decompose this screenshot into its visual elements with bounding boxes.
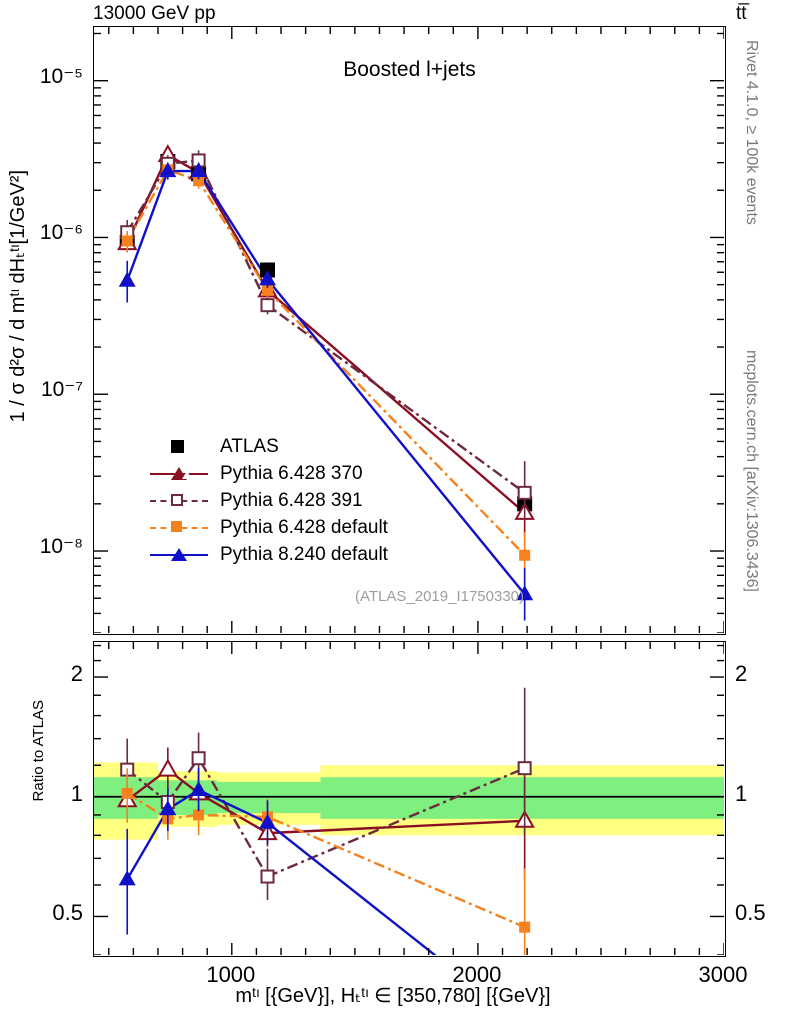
legend-label-1: Pythia 6.428 370 [220,462,363,484]
data-marker-4-3 [258,270,276,286]
ratio-marker-4-0 [118,870,136,886]
legend-item-1[interactable]: Pythia 6.428 370 [150,460,388,487]
header-process-label: tt̅ [736,3,747,24]
square-icon [171,520,182,532]
legend-item-0[interactable]: ATLAS [150,433,388,460]
y-tick-label-main: 10⁻⁸ [39,535,83,559]
ratio-marker-4-2 [190,780,208,796]
legend-key-0 [150,436,208,458]
legend-key-3 [150,517,208,539]
y-tick-label-ratio-right: 2 [735,661,748,687]
plot-title: Boosted l+jets [343,58,476,81]
ratio-marker-1-1 [157,758,179,777]
legend-item-3[interactable]: Pythia 6.428 default [150,514,388,541]
data-marker-3-0 [121,235,133,247]
data-marker-2-4 [517,485,532,500]
main-plot-panel [93,26,726,635]
triangle-filled-icon [171,547,187,561]
y-axis-label-ratio: Ratio to ATLAS [30,700,47,802]
legend-label-0: ATLAS [220,435,279,457]
y-tick-label-ratio-right: 1 [735,780,748,806]
y-tick-label-main: 10⁻⁷ [40,378,83,402]
data-marker-4-2 [190,162,208,178]
y-tick-label-main: 10⁻⁵ [39,64,83,88]
analysis-id-watermark: (ATLAS_2019_I1750330) [355,588,525,605]
legend-label-2: Pythia 6.428 391 [220,489,363,511]
ratio-marker-3-2 [193,809,205,821]
data-marker-4-1 [159,162,177,178]
ratio-marker-2-4 [517,761,532,776]
legend-marker-square-filled-icon [171,439,184,453]
legend-label-3: Pythia 6.428 default [220,516,388,538]
ratio-marker-3-0 [121,787,133,799]
legend-key-4 [150,544,208,566]
x-tick-label: 3000 [698,962,748,987]
y-tick-label-ratio: 1 [70,780,83,806]
rivet-version-note: Rivet 4.1.0, ≥ 100k events [743,40,760,225]
y-axis-label-main: 1 / σ d²σ / d mᵗᶦ dHₜᵗᶦ[1/GeV²] [7,170,29,423]
ratio-line-3 [126,792,526,929]
ratio-marker-4-1 [159,800,177,816]
legend-marker-triangle-filled-icon [171,547,187,561]
legend-marker-square-filled-icon [171,520,182,532]
legend-item-4[interactable]: Pythia 8.240 default [150,541,388,568]
ratio-plot-panel [93,641,726,957]
ratio-marker-3-4 [519,921,531,933]
data-marker-3-3 [261,284,273,296]
ratio-marker-2-2 [191,751,206,766]
x-tick-label: 1000 [206,962,256,987]
y-tick-label-ratio: 2 [70,661,83,687]
triangle-open-icon [171,466,192,480]
x-tick-label: 2000 [452,962,502,987]
x-axis-label: mᵗᶦ [{GeV}], Hₜᵗᶦ ∈ [350,780] [{GeV}] [235,985,551,1007]
legend-item-2[interactable]: Pythia 6.428 391 [150,487,388,514]
legend-marker-square-open-icon [171,493,183,506]
data-marker-0-3 [259,262,275,278]
legend-label-4: Pythia 8.240 default [220,543,388,565]
legend: ATLAS Pythia 6.428 370 Pythia 6.428 391 Pyt… [150,433,388,568]
legend-marker-triangle-open-icon [171,466,192,480]
data-marker-4-4 [516,585,534,601]
ratio-marker-4-3 [258,813,276,829]
data-marker-2-3 [260,298,275,313]
ratio-marker-2-3 [260,869,275,884]
y-tick-label-ratio: 0.5 [52,900,83,926]
data-marker-3-4 [519,549,531,561]
main-plot-canvas [94,27,724,633]
square-open-icon [171,493,183,506]
legend-key-1 [150,463,208,485]
mcplots-reference-note: mcplots.cern.ch [arXiv:1306.3436] [743,350,760,592]
data-marker-3-2 [193,175,205,187]
uncertainty-band-inner [320,777,724,819]
header-collision-energy: 13000 GeV pp [93,3,216,24]
ratio-plot-canvas [94,642,724,955]
square-icon [171,439,184,453]
data-marker-4-0 [118,271,136,287]
y-tick-label-ratio-right: 0.5 [735,900,766,926]
legend-key-2 [150,490,208,512]
y-tick-label-main: 10⁻⁶ [39,221,83,245]
